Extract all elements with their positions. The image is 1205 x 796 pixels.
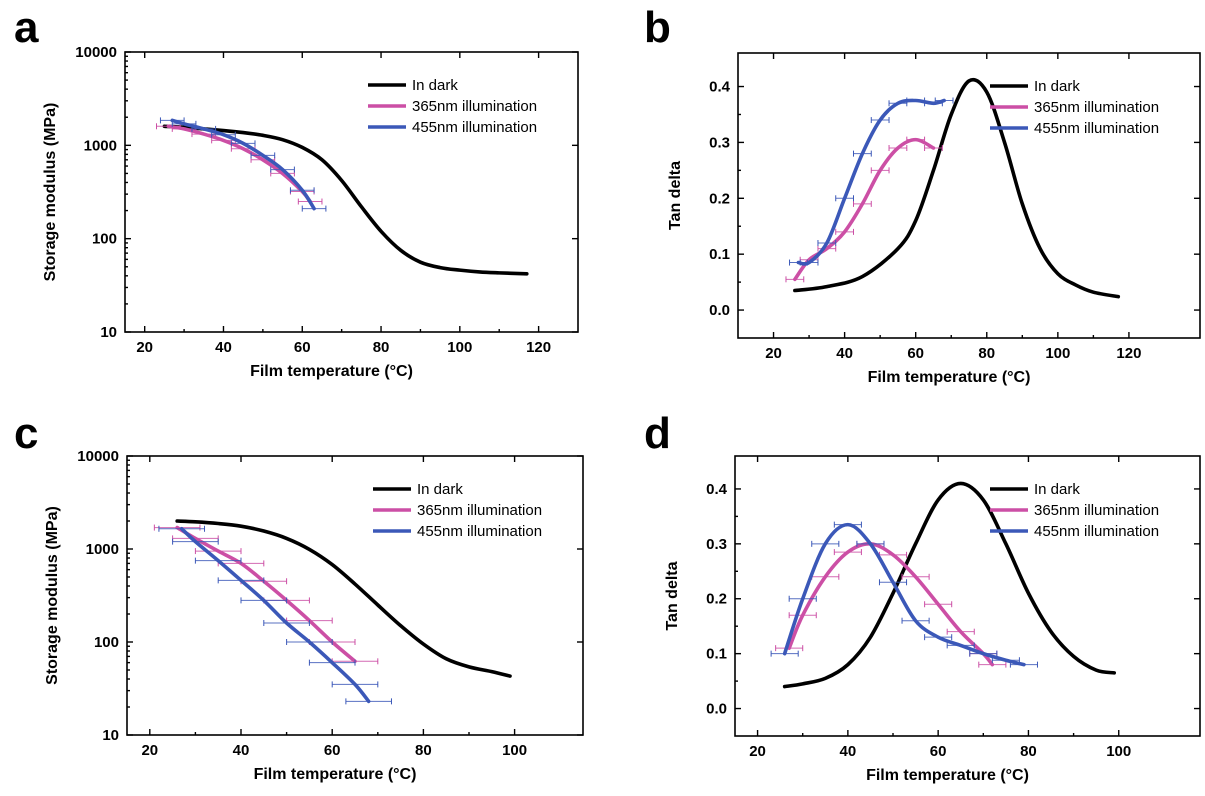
y-tick-label: 10000 — [75, 44, 117, 61]
x-axis-title: Film temperature (°C) — [250, 363, 413, 380]
x-tick-label: 20 — [765, 345, 782, 362]
x-tick-label: 100 — [502, 742, 527, 759]
x-tick-label: 120 — [526, 339, 551, 356]
series-line-1 — [166, 124, 312, 204]
x-tick-label: 20 — [141, 742, 158, 759]
x-tick-label: 100 — [1045, 345, 1070, 362]
y-tick-label: 0.4 — [706, 481, 728, 498]
y-axis-title: Tan delta — [667, 161, 684, 230]
plot-frame — [737, 52, 1201, 339]
x-tick-label: 80 — [978, 345, 995, 362]
series-line-0 — [162, 124, 529, 276]
y-tick-label: 0.0 — [706, 701, 727, 718]
panel-a: a 20 40 60 80 100 120 10 100 1000 10000 Film temper… — [14, 3, 579, 380]
plot-frame — [124, 51, 579, 333]
legend-label: In dark — [1034, 78, 1080, 95]
y-axis-title: Storage modulus (MPa) — [44, 506, 61, 685]
plot-frame — [126, 455, 584, 736]
series-line-0 — [793, 77, 1121, 299]
y-tick-label: 0.0 — [709, 302, 730, 319]
legend-label: 365nm illumination — [417, 502, 542, 519]
x-tick-label: 60 — [907, 345, 924, 362]
series-line-2 — [179, 526, 371, 704]
series-line-2 — [170, 118, 316, 211]
x-axis-title: Film temperature (°C) — [868, 369, 1031, 386]
x-axis-title: Film temperature (°C) — [866, 767, 1029, 784]
panel-c: c 20 40 60 80 100 10 100 1000 10000 Film temperatu… — [14, 409, 584, 783]
y-tick-label: 0.3 — [706, 536, 727, 553]
x-tick-label: 100 — [447, 339, 472, 356]
x-tick-label: 80 — [373, 339, 390, 356]
y-axis-title: Storage modulus (MPa) — [42, 103, 59, 282]
x-tick-label: 80 — [1020, 743, 1037, 760]
series-line-1 — [793, 137, 936, 282]
legend-label: 455nm illumination — [1034, 120, 1159, 137]
y-tick-label: 10 — [100, 324, 117, 341]
x-tick-label: 40 — [215, 339, 232, 356]
x-tick-label: 20 — [136, 339, 153, 356]
panel-b: b 20 40 60 80 100 120 0.0 0.1 0.2 0.3 0.4 Film tempe… — [644, 3, 1201, 386]
y-tick-label: 1000 — [84, 137, 117, 154]
x-tick-label: 40 — [836, 345, 853, 362]
y-tick-label: 100 — [92, 231, 117, 248]
y-tick-label: 0.2 — [706, 591, 727, 608]
panel-letter: c — [14, 409, 38, 458]
x-tick-label: 120 — [1116, 345, 1141, 362]
y-tick-label: 0.4 — [709, 79, 731, 96]
legend-label: In dark — [1034, 481, 1080, 498]
y-tick-label: 1000 — [86, 541, 119, 558]
x-tick-label: 80 — [415, 742, 432, 759]
legend-label: 455nm illumination — [417, 523, 542, 540]
legend-label: 455nm illumination — [412, 119, 537, 136]
legend-label: In dark — [412, 77, 458, 94]
series-line-2 — [796, 98, 946, 266]
y-tick-label: 100 — [94, 634, 119, 651]
legend-label: In dark — [417, 481, 463, 498]
x-tick-label: 60 — [324, 742, 341, 759]
y-tick-label: 0.1 — [709, 246, 730, 263]
panel-letter: a — [14, 3, 39, 52]
y-tick-label: 10 — [102, 727, 119, 744]
y-axis-title: Tan delta — [664, 561, 681, 630]
x-tick-label: 60 — [294, 339, 311, 356]
y-tick-label: 0.3 — [709, 134, 730, 151]
plot-frame — [734, 455, 1201, 737]
x-tick-label: 40 — [233, 742, 250, 759]
x-tick-label: 60 — [930, 743, 947, 760]
legend-label: 365nm illumination — [412, 98, 537, 115]
x-tick-label: 40 — [840, 743, 857, 760]
y-tick-label: 0.1 — [706, 646, 727, 663]
x-tick-label: 100 — [1106, 743, 1131, 760]
series-line-1 — [787, 542, 995, 667]
series-line-0 — [175, 519, 512, 678]
legend-label: 455nm illumination — [1034, 523, 1159, 540]
series-line-0 — [782, 481, 1117, 689]
panel-letter: d — [644, 409, 671, 458]
y-tick-label: 0.2 — [709, 190, 730, 207]
legend-label: 365nm illumination — [1034, 99, 1159, 116]
panel-letter: b — [644, 3, 671, 52]
legend-label: 365nm illumination — [1034, 502, 1159, 519]
x-axis-title: Film temperature (°C) — [254, 766, 417, 783]
y-tick-label: 10000 — [77, 448, 119, 465]
x-tick-label: 20 — [749, 743, 766, 760]
panel-d: d 20 40 60 80 100 0.0 0.1 0.2 0.3 0.4 Film temperat… — [644, 409, 1201, 784]
series-line-2 — [782, 522, 1026, 667]
